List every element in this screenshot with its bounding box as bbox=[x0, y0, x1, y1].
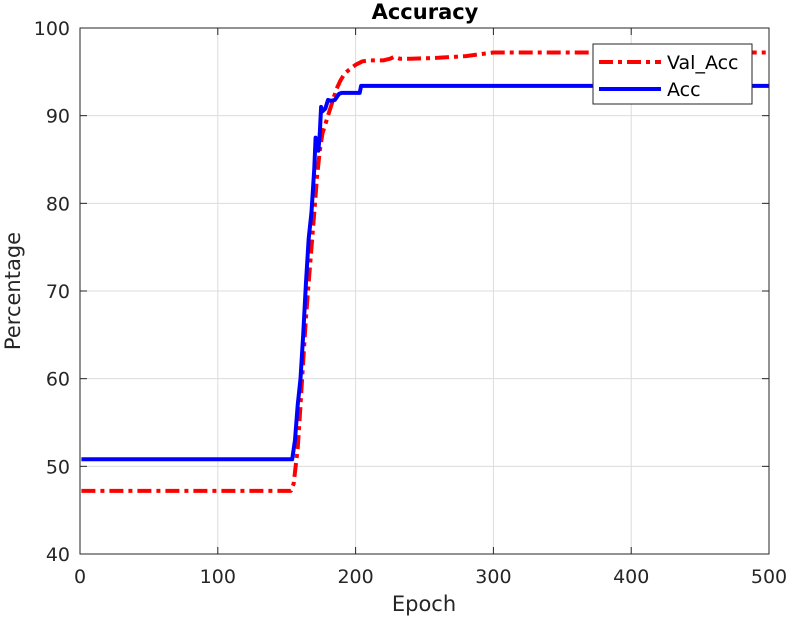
y-tick-label: 40 bbox=[46, 544, 70, 566]
y-tick-label: 60 bbox=[46, 369, 70, 391]
legend: Val_Acc Acc bbox=[592, 43, 753, 105]
x-tick-label: 200 bbox=[337, 566, 373, 588]
grid bbox=[79, 27, 770, 555]
x-axis-label: Epoch bbox=[392, 592, 456, 616]
chart-title: Accuracy bbox=[372, 0, 479, 24]
x-tick-label: 400 bbox=[613, 566, 649, 588]
series-line-acc bbox=[81, 83, 769, 462]
x-tick-labels: 0 100 200 300 400 500 bbox=[74, 566, 787, 588]
y-axis-label: Percentage bbox=[1, 232, 25, 350]
x-tick-label: 500 bbox=[751, 566, 787, 588]
legend-box bbox=[592, 43, 753, 105]
y-tick-label: 50 bbox=[46, 456, 70, 478]
y-tick-labels: 40 50 60 70 80 90 100 bbox=[34, 18, 70, 566]
legend-label-val-acc: Val_Acc bbox=[667, 52, 739, 74]
y-tick-label: 80 bbox=[46, 193, 70, 215]
x-tick-label: 300 bbox=[475, 566, 511, 588]
axis-ticks bbox=[79, 27, 770, 555]
y-tick-label: 90 bbox=[46, 106, 70, 128]
x-tick-label: 100 bbox=[200, 566, 236, 588]
y-tick-label: 70 bbox=[46, 281, 70, 303]
y-tick-label: 100 bbox=[34, 18, 70, 40]
x-tick-label: 0 bbox=[74, 566, 86, 588]
series-lines bbox=[81, 50, 769, 493]
legend-label-acc: Acc bbox=[667, 79, 701, 101]
